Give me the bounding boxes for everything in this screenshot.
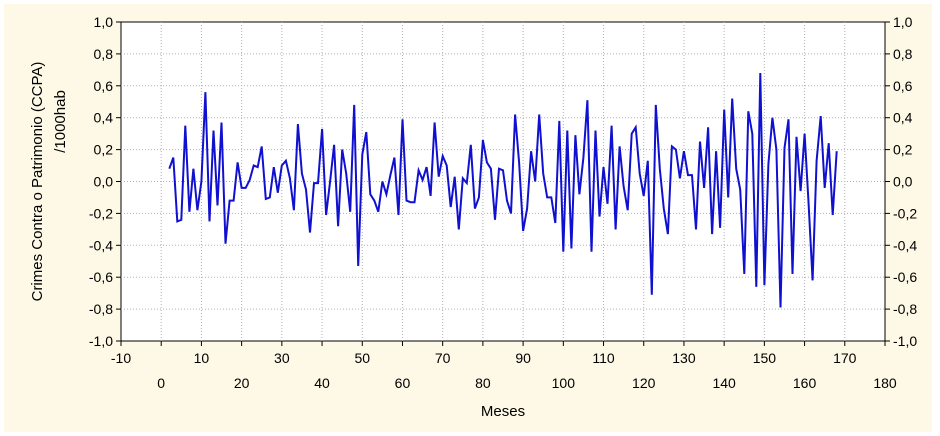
y-axis-title-line2: /1000hab <box>52 90 69 153</box>
y-tick-label-right: 0,8 <box>893 46 913 62</box>
y-tick-label-left: -0,4 <box>89 237 113 253</box>
y-tick-label-right: 0,6 <box>893 78 913 94</box>
y-tick-label-left: -1,0 <box>89 333 113 349</box>
y-tick-label-left: 0,6 <box>94 78 114 94</box>
y-tick-label-right: 0,4 <box>893 110 913 126</box>
line-chart: 1,0 1,0 0,8 0,8 0,6 0,6 0,4 0,4 0,2 0,2 0,0 0,0 -0,2… <box>4 4 932 432</box>
y-tick-label-right: 0,2 <box>893 142 913 158</box>
x-tick-label: 140 <box>712 375 736 391</box>
y-tick-label-left: 0,4 <box>94 110 114 126</box>
y-tick-label-left: 0,0 <box>94 174 114 190</box>
y-axis-title-line1: Crimes Contra o Patrimonio (CCPA) <box>29 62 46 302</box>
x-tick-label: 110 <box>592 350 615 366</box>
x-tick-label: 130 <box>672 350 696 366</box>
x-tick-label: 120 <box>632 375 656 391</box>
y-tick-label-right: -0,2 <box>893 205 917 221</box>
y-tick-label-right: -0,4 <box>893 237 917 253</box>
x-tick-label: 10 <box>194 350 210 366</box>
y-tick-label-left: -0,2 <box>89 205 113 221</box>
x-tick-label: 150 <box>753 350 777 366</box>
x-tick-label: 160 <box>793 375 817 391</box>
x-tick-label: 50 <box>354 350 370 366</box>
chart-frame: 1,0 1,0 0,8 0,8 0,6 0,6 0,4 0,4 0,2 0,2 0,0 0,0 -0,2… <box>4 4 932 432</box>
x-tick-label: 80 <box>475 375 491 391</box>
x-tick-label: 170 <box>833 350 857 366</box>
x-tick-label: -10 <box>111 350 131 366</box>
y-tick-label-right: 0,0 <box>893 174 913 190</box>
x-tick-label: 90 <box>515 350 531 366</box>
y-axis-title: Crimes Contra o Patrimonio (CCPA) /1000h… <box>29 62 69 302</box>
x-tick-label: 40 <box>314 375 330 391</box>
y-tick-label-left: 0,2 <box>94 142 114 158</box>
y-tick-label-left: -0,6 <box>89 269 113 285</box>
y-tick-label-left: -0,8 <box>89 301 113 317</box>
x-tick-label: 60 <box>395 375 411 391</box>
x-tick-label: 180 <box>873 375 897 391</box>
x-tick-label: 70 <box>435 350 451 366</box>
y-tick-label-right: -0,6 <box>893 269 917 285</box>
y-tick-label-right: -1,0 <box>893 333 917 349</box>
x-tick-label: 20 <box>234 375 250 391</box>
y-tick-label-right: -0,8 <box>893 301 917 317</box>
x-tick-label: 30 <box>274 350 290 366</box>
y-tick-label-right: 1,0 <box>893 14 913 30</box>
y-tick-label-left: 0,8 <box>94 46 114 62</box>
x-tick-label: 0 <box>157 375 165 391</box>
x-tick-label: 100 <box>552 375 576 391</box>
y-tick-label-left: 1,0 <box>94 14 114 30</box>
x-axis-title: Meses <box>481 403 525 420</box>
